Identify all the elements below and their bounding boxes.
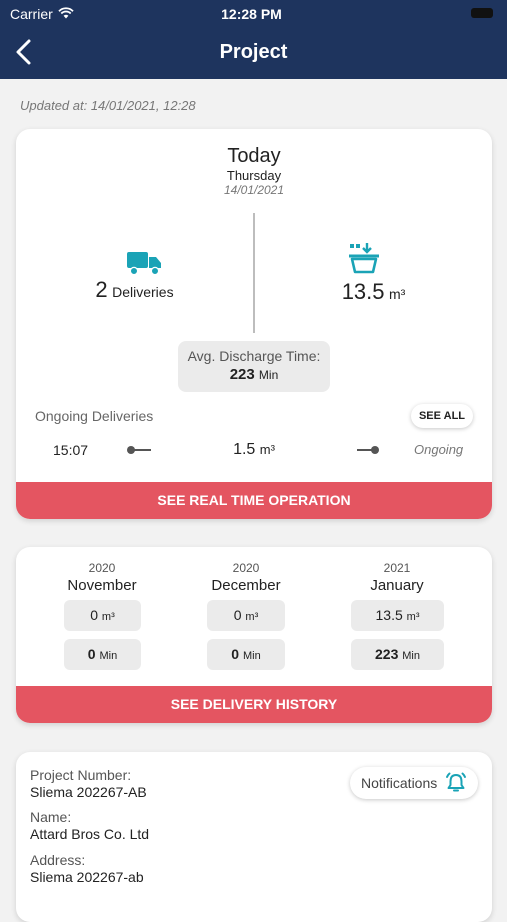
- ongoing-deliveries-label: Ongoing Deliveries: [35, 408, 154, 424]
- deliveries-number: 2: [95, 277, 108, 302]
- pill-volume-unit: m³: [406, 611, 420, 623]
- truck-icon: [126, 250, 162, 281]
- volume-pill: 0 m³: [207, 600, 285, 631]
- pill-volume-unit: m³: [101, 611, 115, 623]
- project-name-value: Attard Bros Co. Ltd: [30, 826, 150, 842]
- month-name: December: [211, 577, 281, 594]
- month-january: 2021 January: [337, 561, 457, 594]
- time-pill: 0 Min: [207, 639, 285, 670]
- delivery-time: 15:07: [53, 442, 89, 458]
- time-pill: 223 Min: [351, 639, 444, 670]
- clock: 12:28 PM: [221, 6, 282, 22]
- see-real-time-operation-button[interactable]: SEE REAL TIME OPERATION: [16, 482, 492, 519]
- carrier-info: Carrier: [10, 6, 74, 22]
- time-pill: 0 Min: [64, 639, 141, 670]
- bell-icon: [444, 772, 468, 799]
- pill-time-unit: Min: [242, 650, 261, 662]
- battery-icon: [471, 8, 493, 18]
- avg-discharge-box: Avg. Discharge Time: 223 Min: [178, 341, 330, 392]
- volume-total: 13.5 m³: [255, 279, 492, 305]
- today-title: Today: [227, 145, 281, 167]
- project-name-field: Name: Attard Bros Co. Ltd: [30, 809, 149, 842]
- volume-pill: 13.5 m³: [351, 600, 444, 631]
- project-address-value: Sliema 202267-ab: [30, 869, 144, 885]
- today-weekday: Thursday: [226, 168, 282, 183]
- route-start-line: [129, 449, 151, 451]
- avg-discharge-value: 223 Min: [178, 366, 330, 383]
- chevron-left-icon: [16, 39, 31, 65]
- pill-volume-unit: m³: [245, 611, 259, 623]
- vertical-divider: [253, 213, 255, 333]
- project-number-field: Project Number: Sliema 202267-AB: [30, 767, 147, 800]
- pill-time-value: 223: [375, 646, 399, 662]
- delivery-row[interactable]: 15:07 1.5 m³ Ongoing: [16, 439, 492, 463]
- project-name-label: Name:: [30, 809, 72, 825]
- see-delivery-history-button[interactable]: SEE DELIVERY HISTORY: [16, 686, 492, 723]
- back-button[interactable]: [12, 38, 38, 66]
- page-title: Project: [219, 41, 288, 63]
- month-year: 2020: [232, 561, 260, 575]
- project-info-card: Project Number: Sliema 202267-AB Name: A…: [16, 752, 492, 922]
- delivery-status: Ongoing: [414, 442, 464, 457]
- delivery-amount-unit: m³: [259, 442, 275, 457]
- today-date: 14/01/2021: [223, 183, 285, 197]
- pill-volume-value: 0: [90, 607, 99, 623]
- month-name: November: [67, 577, 137, 594]
- project-address-label: Address:: [30, 852, 86, 868]
- deliveries-label: Deliveries: [112, 284, 174, 300]
- history-card: 2020 November 0 m³ 0 Min 2020 December 0…: [16, 547, 492, 723]
- deliveries-count: 2 Deliveries: [16, 277, 253, 303]
- route-end-line: [357, 449, 377, 451]
- month-year: 2021: [383, 561, 411, 575]
- month-november: 2020 November: [42, 561, 162, 594]
- avg-discharge-number: 223: [229, 366, 255, 383]
- project-address-field: Address: Sliema 202267-ab: [30, 852, 144, 885]
- volume-pill: 0 m³: [64, 600, 141, 631]
- avg-discharge-unit: Min: [258, 368, 279, 382]
- month-name: January: [370, 577, 424, 594]
- carrier-label: Carrier: [10, 6, 53, 22]
- month-december: 2020 December: [186, 561, 306, 594]
- delivery-amount: 1.5 m³: [16, 441, 492, 459]
- updated-timestamp: Updated at: 14/01/2021, 12:28: [20, 98, 196, 113]
- project-number-value: Sliema 202267-AB: [30, 784, 147, 800]
- status-bar: Carrier 12:28 PM: [10, 6, 493, 24]
- basket-icon: [347, 242, 381, 281]
- see-all-button[interactable]: SEE ALL: [411, 404, 473, 428]
- avg-discharge-label: Avg. Discharge Time:: [187, 348, 321, 364]
- month-year: 2020: [88, 561, 116, 575]
- volume-unit: m³: [388, 286, 406, 302]
- notifications-button[interactable]: Notifications: [350, 767, 478, 799]
- wifi-icon: [58, 6, 74, 22]
- pill-volume-value: 13.5: [375, 607, 403, 623]
- project-number-label: Project Number:: [30, 767, 132, 783]
- pill-volume-value: 0: [233, 607, 242, 623]
- route-end-dot: [371, 446, 379, 454]
- notifications-label: Notifications: [361, 775, 438, 791]
- pill-time-value: 0: [87, 646, 96, 662]
- today-card: Today Thursday 14/01/2021 2 Deliveries 1…: [16, 129, 492, 519]
- pill-time-unit: Min: [402, 650, 420, 662]
- pill-time-value: 0: [231, 646, 240, 662]
- pill-time-unit: Min: [99, 650, 118, 662]
- volume-value: 13.5: [341, 279, 385, 304]
- delivery-amount-value: 1.5: [233, 441, 256, 458]
- top-bar: Carrier 12:28 PM Project: [0, 0, 507, 79]
